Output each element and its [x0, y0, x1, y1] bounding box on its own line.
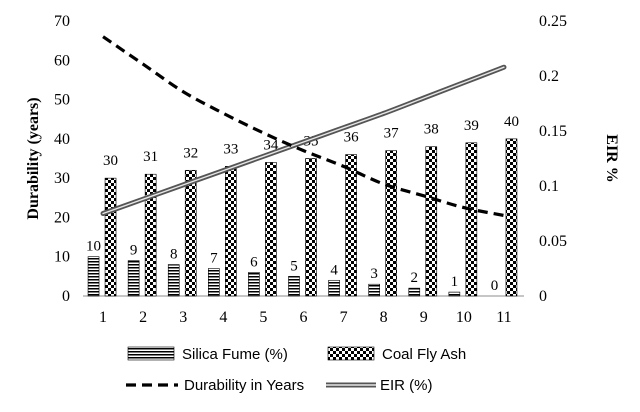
- data-label-coal-fly-ash: 37: [384, 126, 400, 142]
- bar-silica-fume: [127, 260, 140, 297]
- legend-label-durability: Durability in Years: [184, 377, 304, 394]
- data-label-coal-fly-ash: 36: [344, 130, 360, 146]
- y2-tick-label: 0.05: [539, 233, 567, 250]
- data-label-coal-fly-ash: 38: [424, 122, 439, 138]
- x-tick-label: 8: [380, 309, 388, 326]
- bar-silica-fume: [448, 291, 461, 297]
- bar-coal-fly-ash: [104, 177, 117, 297]
- x-tick-label: 11: [496, 309, 511, 326]
- y2-tick-label: 0.1: [539, 178, 559, 195]
- x-tick-label: 7: [340, 309, 348, 326]
- legend: Silica Fume (%) Coal Fly Ash Durability in…: [126, 346, 466, 394]
- y2-tick-label: 0.2: [539, 68, 559, 85]
- legend-label-eir: EIR (%): [380, 377, 433, 394]
- bar-coal-fly-ash: [465, 142, 478, 297]
- x-tick-label: 9: [420, 309, 428, 326]
- y-tick-label: 50: [54, 92, 70, 109]
- bar-silica-fume: [248, 272, 260, 297]
- y2-tick-label: 0.15: [539, 123, 567, 140]
- data-label-silica-fume: 0: [491, 278, 499, 294]
- legend-swatch-silica-fume: [127, 346, 175, 361]
- bar-silica-fume: [408, 287, 421, 297]
- data-label-silica-fume: 10: [86, 239, 101, 255]
- y2-tick-label: 0: [539, 288, 547, 305]
- data-label-coal-fly-ash: 32: [183, 145, 198, 161]
- data-label-silica-fume: 6: [250, 254, 258, 270]
- bar-coal-fly-ash: [144, 173, 157, 297]
- data-label-silica-fume: 9: [130, 243, 138, 259]
- bar-silica-fume: [328, 279, 340, 297]
- data-label-silica-fume: 7: [210, 251, 218, 267]
- bar-coal-fly-ash: [505, 138, 518, 297]
- data-label-coal-fly-ash: 31: [143, 149, 158, 165]
- data-label-coal-fly-ash: 30: [103, 153, 118, 169]
- data-label-silica-fume: 3: [370, 266, 378, 282]
- x-tick-label: 10: [456, 309, 472, 326]
- y-tick-label: 0: [62, 288, 70, 305]
- line-durability: [102, 35, 505, 218]
- y-tick-label: 60: [54, 52, 70, 69]
- y2-axis-title: EIR %: [603, 134, 620, 182]
- x-tick-label: 2: [139, 309, 147, 326]
- data-label-silica-fume: 2: [411, 270, 419, 286]
- data-label-coal-fly-ash: 39: [464, 118, 479, 134]
- bar-coal-fly-ash: [345, 154, 357, 297]
- y2-tick-label: 0.25: [539, 13, 567, 30]
- y-tick-label: 20: [54, 209, 70, 226]
- legend-label-coal-fly-ash: Coal Fly Ash: [382, 346, 466, 363]
- x-tick-label: 5: [259, 309, 267, 326]
- bar-coal-fly-ash: [425, 146, 438, 297]
- data-label-silica-fume: 5: [290, 258, 298, 274]
- bar-coal-fly-ash: [265, 162, 277, 297]
- x-tick-label: 4: [219, 309, 227, 326]
- bar-silica-fume: [288, 276, 300, 297]
- legend-label-silica-fume: Silica Fume (%): [182, 346, 288, 363]
- line-eir-inner: [102, 66, 505, 215]
- data-label-silica-fume: 8: [170, 247, 178, 263]
- y-tick-label: 30: [54, 170, 70, 187]
- bar-coal-fly-ash: [184, 169, 197, 297]
- y-tick-label: 10: [54, 249, 70, 266]
- bar-coal-fly-ash: [225, 166, 237, 297]
- data-label-coal-fly-ash: 40: [504, 114, 519, 130]
- y-tick-label: 70: [54, 13, 70, 30]
- y-axis-title: Durability (years): [25, 97, 42, 219]
- data-label-silica-fume: 1: [451, 274, 459, 290]
- x-tick-label: 6: [300, 309, 308, 326]
- bar-silica-fume: [208, 268, 220, 297]
- data-label-silica-fume: 4: [330, 262, 338, 278]
- x-tick-label: 3: [179, 309, 187, 326]
- bar-silica-fume: [368, 283, 380, 297]
- bar-silica-fume: [87, 256, 100, 297]
- data-label-coal-fly-ash: 33: [223, 141, 238, 157]
- y-tick-label: 40: [54, 131, 70, 148]
- legend-swatch-coal-fly-ash: [327, 346, 375, 361]
- data-label-coal-fly-ash: 34: [263, 137, 279, 153]
- bar-silica-fume: [167, 264, 180, 297]
- x-tick-label: 1: [99, 309, 107, 326]
- bar-coal-fly-ash: [385, 150, 397, 297]
- bar-coal-fly-ash: [305, 158, 317, 297]
